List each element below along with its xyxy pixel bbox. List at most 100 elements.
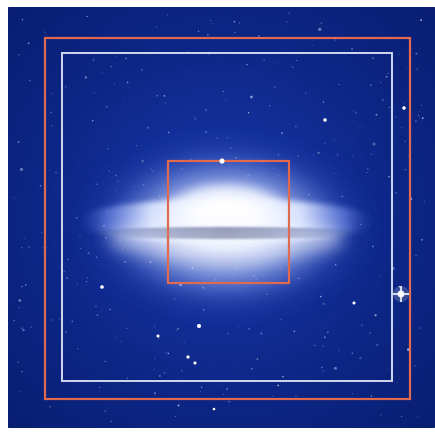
image-grain bbox=[393, 227, 396, 229]
background-star bbox=[250, 367, 253, 370]
image-grain bbox=[326, 134, 328, 136]
image-grain bbox=[110, 110, 112, 112]
image-grain bbox=[84, 32, 86, 34]
image-grain bbox=[412, 307, 414, 309]
image-grain bbox=[296, 402, 298, 404]
image-grain bbox=[427, 339, 429, 341]
image-grain bbox=[240, 79, 242, 81]
image-grain bbox=[385, 265, 388, 267]
image-grain bbox=[393, 357, 394, 358]
image-grain bbox=[36, 75, 38, 77]
image-grain bbox=[48, 58, 50, 61]
image-grain bbox=[129, 70, 131, 72]
image-grain bbox=[36, 269, 38, 271]
image-grain bbox=[13, 395, 16, 397]
image-grain bbox=[339, 33, 341, 35]
image-grain bbox=[161, 360, 162, 361]
image-grain bbox=[68, 327, 71, 329]
image-grain bbox=[328, 387, 330, 389]
image-grain bbox=[137, 374, 139, 376]
image-grain bbox=[348, 387, 349, 388]
image-grain bbox=[391, 417, 393, 419]
image-grain bbox=[152, 57, 154, 59]
image-grain bbox=[349, 19, 351, 22]
image-grain bbox=[91, 361, 93, 363]
image-grain bbox=[354, 386, 356, 388]
image-grain bbox=[224, 114, 226, 116]
image-grain bbox=[167, 352, 170, 355]
image-grain bbox=[155, 354, 157, 356]
image-grain bbox=[415, 154, 417, 156]
image-grain bbox=[103, 367, 104, 369]
image-grain bbox=[382, 277, 383, 278]
image-grain bbox=[49, 295, 51, 297]
image-grain bbox=[347, 43, 349, 45]
image-grain bbox=[82, 341, 84, 342]
image-grain bbox=[149, 331, 152, 333]
image-grain bbox=[34, 308, 36, 310]
image-grain bbox=[194, 73, 195, 74]
image-grain bbox=[259, 65, 261, 67]
image-grain bbox=[160, 75, 162, 77]
image-grain bbox=[94, 323, 96, 325]
image-grain bbox=[49, 162, 51, 164]
image-grain bbox=[65, 20, 67, 22]
image-grain bbox=[350, 68, 353, 71]
image-grain bbox=[67, 347, 69, 349]
image-grain bbox=[374, 304, 376, 306]
image-grain bbox=[290, 419, 292, 421]
image-grain bbox=[169, 379, 170, 380]
image-grain bbox=[45, 85, 47, 87]
image-grain bbox=[197, 89, 199, 91]
image-grain bbox=[285, 391, 288, 393]
background-star bbox=[421, 104, 423, 107]
background-star bbox=[51, 125, 53, 127]
background-star bbox=[24, 284, 27, 286]
image-grain bbox=[270, 46, 272, 48]
image-grain bbox=[382, 416, 384, 418]
image-grain bbox=[80, 305, 82, 308]
image-grain bbox=[242, 343, 244, 346]
image-grain bbox=[421, 354, 423, 356]
image-grain bbox=[334, 326, 336, 328]
image-grain bbox=[43, 101, 45, 103]
image-grain bbox=[175, 404, 176, 405]
image-grain bbox=[426, 255, 428, 257]
image-grain bbox=[141, 73, 143, 75]
image-grain bbox=[403, 319, 405, 321]
image-grain bbox=[96, 368, 99, 370]
image-grain bbox=[310, 383, 312, 385]
image-grain bbox=[324, 67, 325, 69]
image-grain bbox=[189, 96, 191, 98]
image-grain bbox=[335, 24, 336, 25]
background-star bbox=[388, 175, 390, 178]
image-grain bbox=[414, 295, 416, 297]
image-grain bbox=[81, 93, 83, 95]
background-star bbox=[320, 22, 323, 24]
image-grain bbox=[52, 170, 54, 172]
image-grain bbox=[394, 153, 396, 156]
image-grain bbox=[45, 42, 47, 44]
image-grain bbox=[120, 66, 123, 68]
image-grain bbox=[235, 119, 237, 121]
image-grain bbox=[390, 418, 391, 419]
image-grain bbox=[371, 311, 373, 313]
background-star bbox=[258, 35, 260, 37]
image-grain bbox=[207, 384, 209, 387]
image-grain bbox=[383, 256, 385, 259]
image-grain bbox=[74, 115, 77, 118]
image-grain bbox=[47, 276, 49, 277]
image-grain bbox=[400, 211, 402, 213]
image-grain bbox=[41, 59, 43, 62]
background-star bbox=[395, 141, 397, 143]
background-star bbox=[370, 153, 372, 155]
image-grain bbox=[47, 71, 50, 74]
image-grain bbox=[380, 311, 382, 313]
image-grain bbox=[278, 123, 279, 124]
background-star bbox=[100, 44, 102, 46]
background-star bbox=[291, 66, 294, 68]
image-grain bbox=[111, 307, 113, 309]
image-grain bbox=[164, 405, 166, 407]
image-grain bbox=[257, 356, 259, 358]
star-top-center bbox=[219, 158, 225, 164]
